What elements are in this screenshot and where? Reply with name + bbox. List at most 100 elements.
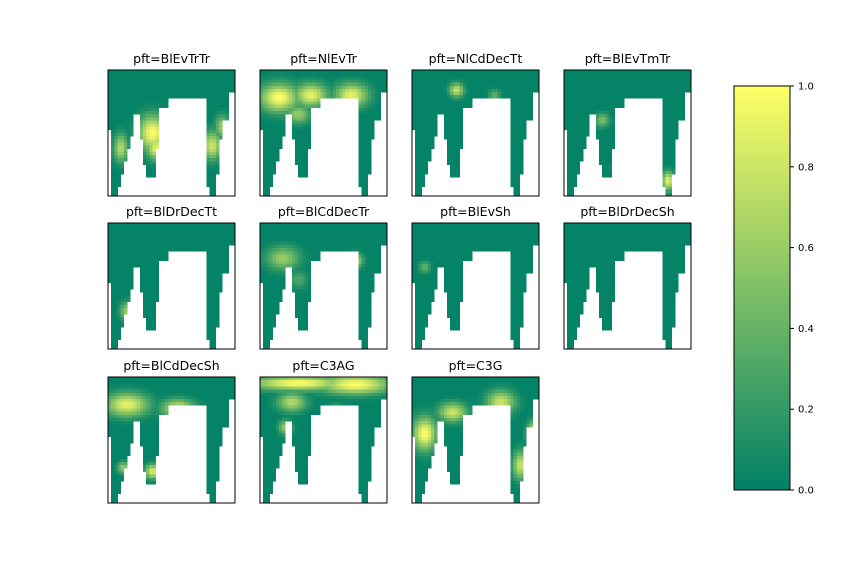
map-cell — [529, 85, 533, 90]
map-cell — [168, 76, 172, 80]
map-cell — [301, 170, 305, 175]
map-cell — [374, 117, 378, 121]
map-cell — [472, 85, 476, 90]
map-cell — [662, 151, 666, 156]
map-cell — [152, 85, 156, 90]
map-cell — [621, 88, 625, 93]
map-cell — [219, 245, 223, 249]
map-cell — [301, 229, 305, 233]
map-cell — [659, 76, 663, 80]
map-cell — [570, 92, 574, 96]
map-cell — [149, 320, 153, 325]
map-cell — [225, 232, 229, 236]
map-cell — [212, 248, 217, 252]
map-cell — [586, 104, 590, 109]
map-cell — [592, 101, 597, 105]
map-cell — [513, 136, 518, 140]
map-cell — [279, 104, 283, 109]
map-cell — [149, 276, 153, 280]
map-cell — [342, 73, 347, 77]
map-cell — [212, 263, 217, 268]
map-cell — [294, 142, 299, 146]
map-cell — [114, 326, 118, 331]
map-cell — [215, 232, 220, 236]
map-cell — [304, 164, 308, 168]
map-cell — [206, 245, 210, 249]
map-cell — [415, 88, 419, 93]
map-cell — [668, 85, 673, 90]
map-cell — [212, 95, 217, 99]
map-cell — [174, 229, 179, 233]
map-cell — [526, 95, 530, 99]
map-cell — [206, 95, 210, 99]
map-cell — [212, 142, 217, 146]
map-cell — [427, 155, 432, 159]
map-cell — [326, 70, 331, 74]
map-cell — [374, 235, 378, 240]
map-cell — [130, 123, 134, 127]
map-cell — [298, 323, 302, 328]
map-cell — [266, 317, 270, 321]
map-cell — [282, 85, 286, 90]
map-cell — [212, 145, 217, 150]
map-cell — [181, 95, 185, 99]
map-cell — [152, 282, 156, 287]
map-cell — [301, 120, 305, 124]
map-cell — [526, 226, 530, 230]
map-cell — [272, 301, 277, 306]
map-cell — [380, 232, 385, 236]
map-cell — [171, 76, 175, 80]
map-cell — [523, 117, 527, 121]
map-cell — [358, 232, 362, 236]
map-cell — [206, 323, 210, 328]
map-cell — [266, 95, 270, 99]
map-cell — [123, 155, 128, 159]
map-cell — [475, 79, 479, 83]
map-cell — [196, 73, 201, 77]
map-cell — [282, 70, 286, 74]
map-cell — [345, 226, 350, 230]
map-cell — [155, 129, 160, 134]
map-cell — [209, 286, 214, 290]
map-cell — [266, 289, 270, 293]
map-cell — [108, 245, 112, 249]
map-cell — [418, 223, 422, 227]
map-cell — [206, 254, 210, 258]
map-cell — [446, 101, 451, 105]
map-cell — [307, 248, 312, 252]
map-cell — [643, 85, 647, 90]
map-cell — [200, 241, 204, 246]
map-cell — [465, 101, 470, 105]
map-cell — [358, 241, 362, 246]
map-cell — [209, 192, 214, 197]
map-cell — [301, 123, 305, 127]
map-cell — [209, 76, 214, 80]
map-cell — [149, 107, 153, 112]
map-cell — [117, 120, 121, 124]
map-cell — [611, 95, 616, 99]
map-cell — [371, 254, 375, 258]
map-cell — [142, 295, 147, 299]
map-cell — [605, 142, 609, 146]
map-cell — [579, 76, 584, 80]
map-cell — [120, 145, 125, 150]
map-cell — [212, 192, 217, 197]
map-cell — [120, 139, 125, 143]
map-cell — [266, 92, 270, 96]
map-cell — [453, 123, 457, 127]
map-cell — [200, 95, 204, 99]
map-cell — [421, 148, 425, 153]
map-cell — [595, 129, 600, 134]
map-cell — [678, 70, 682, 74]
map-cell — [307, 107, 312, 112]
map-cell — [371, 238, 375, 243]
map-cell — [424, 123, 429, 127]
map-cell — [342, 232, 347, 236]
map-cell — [127, 229, 131, 233]
map-cell — [519, 88, 524, 93]
map-cell — [260, 257, 264, 262]
map-cell — [662, 161, 666, 165]
map-cell — [453, 70, 457, 74]
map-cell — [313, 73, 318, 77]
map-cell — [111, 282, 115, 287]
